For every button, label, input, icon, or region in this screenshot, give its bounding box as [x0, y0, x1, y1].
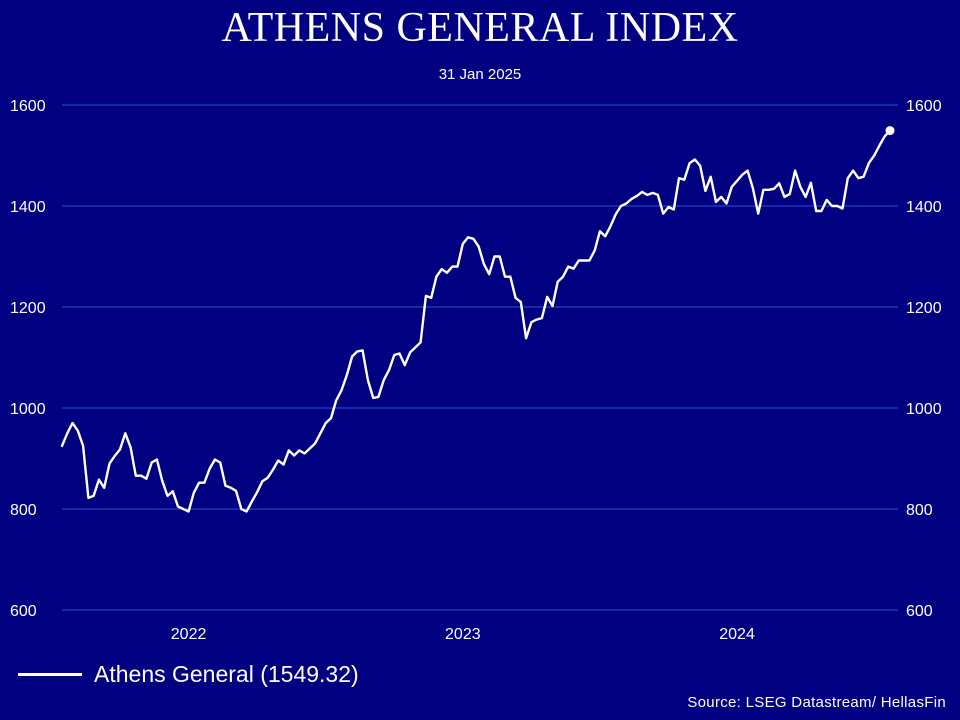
source-note: Source: LSEG Datastream/ HellasFin [687, 694, 946, 711]
axis-labels: 1600 1600 1400 1400 1200 1200 1000 1000 800 800 60… [10, 98, 942, 643]
y-tick-right-1600: 1600 [906, 98, 942, 115]
x-tick-2023: 2023 [445, 626, 481, 643]
y-tick-left-1400: 1400 [10, 199, 46, 216]
legend: Athens General (1549.32) [18, 658, 359, 690]
gridlines [62, 104, 898, 611]
y-tick-left-1200: 1200 [10, 300, 46, 317]
y-tick-left-1000: 1000 [10, 401, 46, 418]
series-layer [60, 126, 895, 513]
y-tick-right-1000: 1000 [906, 401, 942, 418]
legend-line-swatch [18, 672, 82, 676]
x-tick-2024: 2024 [719, 626, 755, 643]
y-tick-left-800: 800 [10, 502, 37, 519]
last-value-marker [885, 126, 895, 136]
chart-subtitle: 31 Jan 2025 [438, 66, 522, 83]
x-tick-2022: 2022 [171, 626, 207, 643]
y-tick-right-1200: 1200 [906, 300, 942, 317]
y-tick-left-1600: 1600 [10, 98, 46, 115]
y-tick-right-1400: 1400 [906, 199, 942, 216]
y-tick-right-600: 600 [906, 603, 933, 620]
chart-title: ATHENS GENERAL INDEX [221, 5, 739, 51]
legend-label: Athens General (1549.32) [94, 660, 359, 687]
y-tick-left-600: 600 [10, 603, 37, 620]
series-line-athens-general [60, 129, 892, 513]
y-tick-right-800: 800 [906, 502, 933, 519]
